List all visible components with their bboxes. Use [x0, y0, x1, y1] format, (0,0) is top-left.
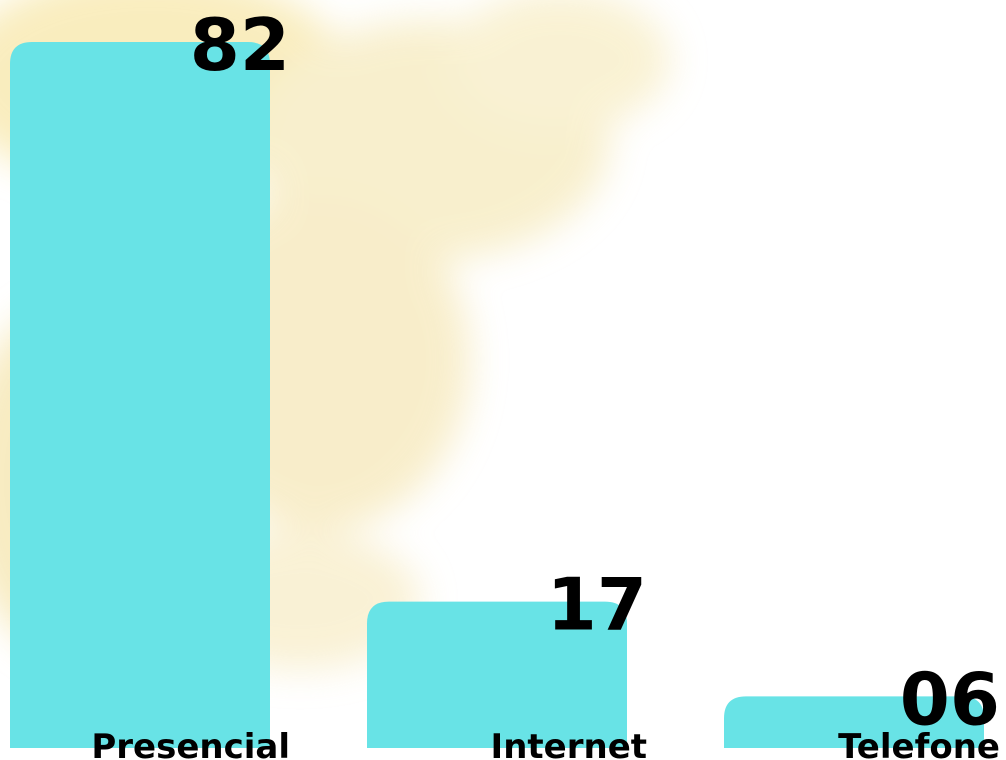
value-label: 82 — [190, 3, 290, 87]
chart: 82Presencial17Internet06Telefone — [0, 0, 1006, 760]
bar — [10, 42, 270, 748]
page: {"chart_data": {"type": "bar", "categori… — [0, 0, 1006, 760]
category-label: Internet — [491, 727, 647, 760]
value-label: 17 — [547, 563, 647, 647]
category-label: Telefone — [838, 727, 1000, 760]
category-label: Presencial — [91, 727, 290, 760]
